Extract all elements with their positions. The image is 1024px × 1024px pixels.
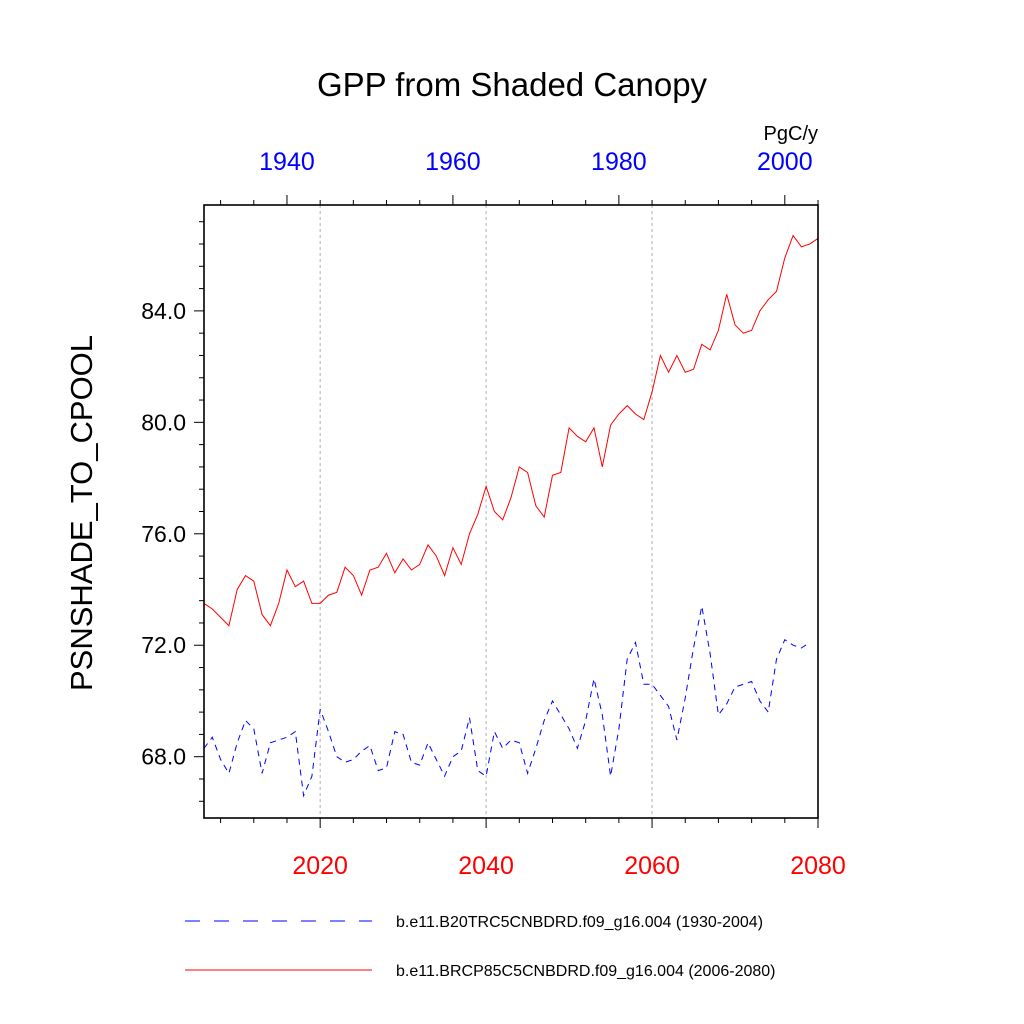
x-bottom-tick-label: 2060 bbox=[624, 852, 680, 880]
y-tick-label: 68.0 bbox=[141, 744, 186, 770]
y-tick-label: 72.0 bbox=[141, 632, 186, 658]
legend-label-rcp85: b.e11.BRCP85C5CNBDRD.f09_g16.004 (2006-2… bbox=[396, 963, 775, 980]
x-top-tick-label: 1960 bbox=[425, 148, 481, 176]
series-line-rcp85 bbox=[203, 234, 819, 627]
legend-label-historical: b.e11.B20TRC5CNBDRD.f09_g16.004 (1930-20… bbox=[396, 914, 763, 931]
y-axis-label: PSNSHADE_TO_CPOOL bbox=[64, 335, 99, 691]
axis-ticks bbox=[194, 195, 819, 828]
x-bottom-tick-label: 2080 bbox=[790, 852, 846, 880]
x-top-tick-label: 2000 bbox=[757, 148, 813, 176]
chart-title: GPP from Shaded Canopy bbox=[317, 66, 708, 103]
x-bottom-tick-label: 2020 bbox=[292, 852, 348, 880]
y-tick-label: 80.0 bbox=[141, 409, 186, 435]
x-top-tick-label: 1980 bbox=[591, 148, 647, 176]
units-label: PgC/y bbox=[764, 123, 818, 145]
axis-tick-labels: 68.0 72.0 76.0 80.0 84.0 2020 2040 2060 2080 1940… bbox=[141, 148, 846, 880]
x-top-tick-label: 1940 bbox=[259, 148, 315, 176]
series-layer bbox=[203, 234, 819, 798]
legend: b.e11.B20TRC5CNBDRD.f09_g16.004 (1930-20… bbox=[185, 914, 775, 980]
series-line-historical bbox=[203, 606, 810, 798]
y-tick-label: 76.0 bbox=[141, 521, 186, 547]
vertical-gridlines bbox=[319, 205, 653, 818]
x-bottom-tick-label: 2040 bbox=[458, 852, 514, 880]
y-tick-label: 84.0 bbox=[141, 298, 186, 324]
